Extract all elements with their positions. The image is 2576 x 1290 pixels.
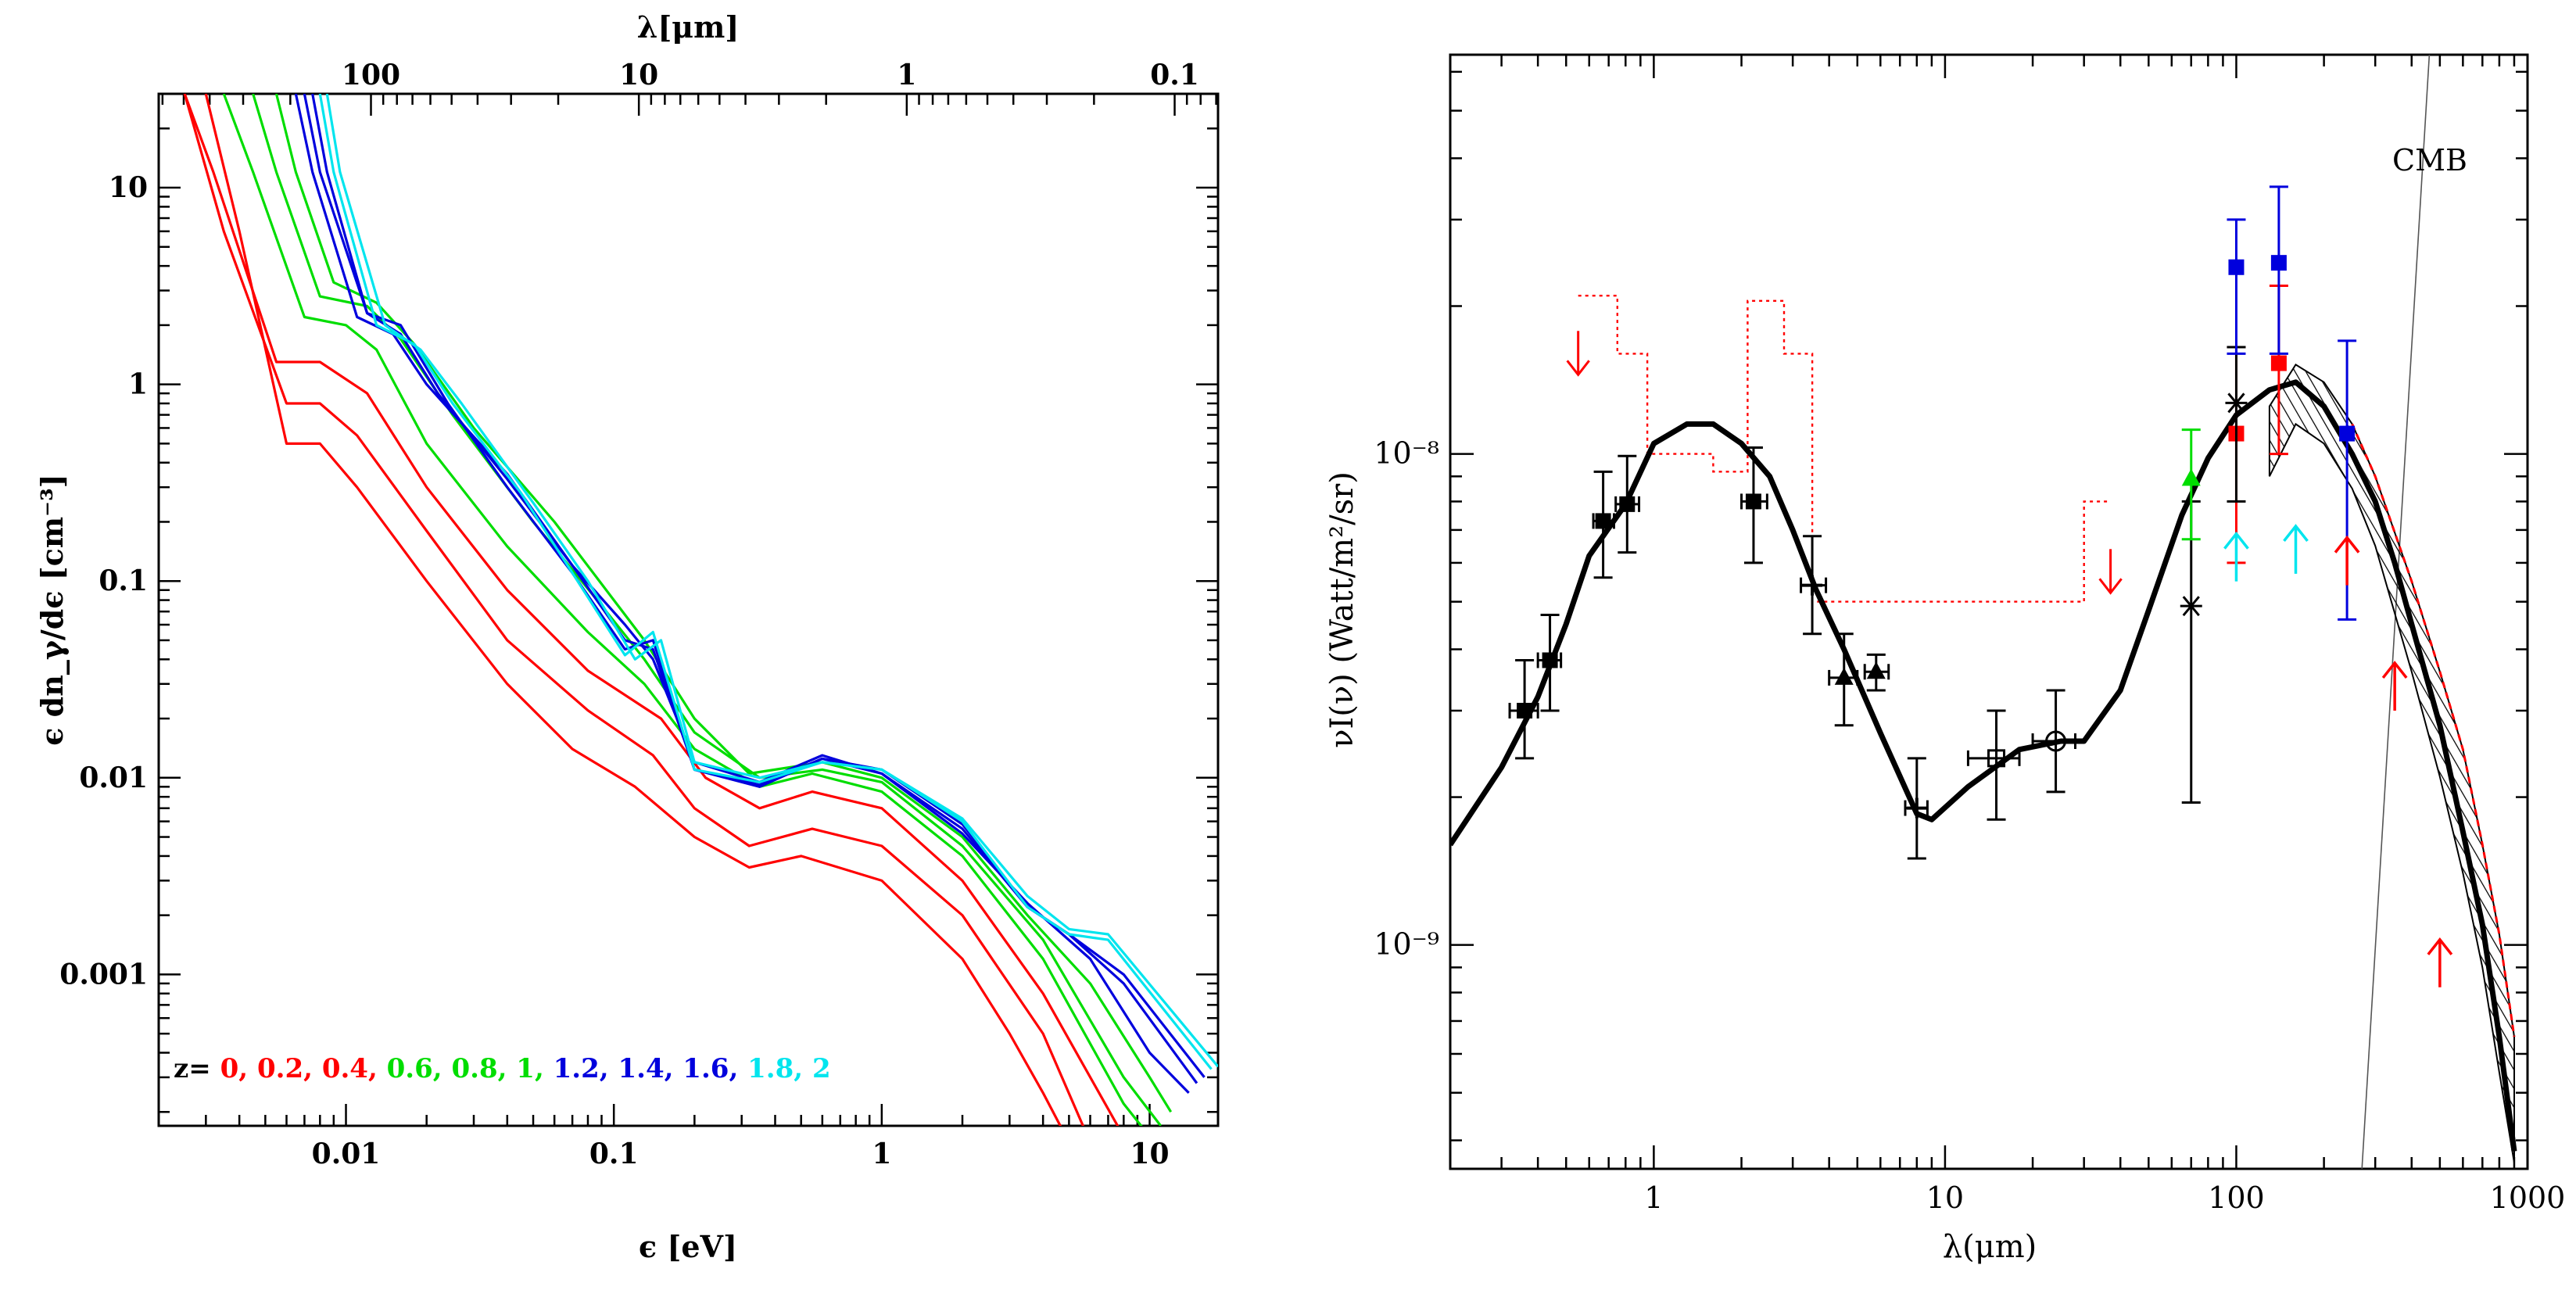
y-tick-label: 0.001: [59, 958, 148, 991]
y-tick-label: 0.1: [99, 564, 148, 597]
cmb-label: CMB: [2392, 143, 2467, 177]
marker-square: [2339, 425, 2356, 442]
marker-square: [1595, 513, 1611, 529]
marker-square: [1619, 496, 1636, 512]
z-curve-1.8: [318, 94, 1213, 1070]
marker-square: [2270, 355, 2287, 371]
x-tick-label: 0.01: [312, 1138, 381, 1170]
upper-limit-arrowhead: [1566, 360, 1590, 377]
top-tick-label: 10: [619, 59, 658, 91]
marker-star: [2182, 596, 2200, 617]
marker-square: [2228, 259, 2245, 275]
left-curves: [183, 94, 1218, 1126]
x-tick-label: 0.1: [589, 1138, 639, 1170]
right-panel: 1 10 100 1000 10⁻⁸ 10⁻⁹ λ(μm) νI(ν) (Watt/m²/…: [1324, 53, 2565, 1265]
lower-limit-arrowhead: [2427, 937, 2453, 955]
marker-square: [1542, 652, 1558, 668]
z-curve-0.4: [183, 94, 1120, 1126]
marker-star: [2227, 392, 2245, 414]
lower-limit-arrowhead: [2223, 531, 2249, 550]
band-edge-red: [2351, 423, 2516, 1037]
x-tick-label: 10: [1926, 1181, 1964, 1215]
z-curve-0.6: [222, 94, 1143, 1126]
z-curve-1.2: [294, 94, 1190, 1095]
marker-square: [2270, 255, 2287, 271]
z-legend: z= 0, 0.2, 0.4, 0.6, 0.8, 1, 1.2, 1.4, 1…: [174, 1053, 831, 1084]
marker-square: [1745, 493, 1761, 510]
legend-entry-z-2: 2: [812, 1053, 831, 1084]
lower-limit-arrowhead: [2381, 661, 2408, 679]
top-tick-label: 0.1: [1150, 59, 1199, 91]
top-tick-label: 100: [342, 59, 400, 91]
left-plot-frame: [157, 92, 1220, 1127]
ebl-model-curve: [1450, 379, 2517, 1152]
left-top-axis-label: λ[μm]: [637, 9, 740, 45]
x-tick-label: 1000: [2490, 1181, 2566, 1215]
legend-entry-z-0.6: 0.6,: [387, 1053, 452, 1084]
y-tick-label: 0.01: [79, 761, 148, 794]
legend-entry-z-1.8: 1.8,: [747, 1053, 812, 1084]
marker-triangle: [1834, 667, 1854, 685]
right-y-axis-label: νI(ν) (Watt/m²/sr): [1324, 471, 1360, 748]
y-tick-label: 10⁻⁸: [1374, 436, 1439, 471]
marker-circle-open: [2045, 730, 2067, 752]
x-tick-label: 100: [2208, 1181, 2265, 1215]
x-tick-label: 1: [1644, 1181, 1663, 1215]
legend-prefix: z=: [174, 1053, 220, 1084]
right-plot-content: [1450, 55, 2517, 1169]
lower-limit-arrowhead: [2334, 535, 2360, 554]
left-panel: 0.01 0.1 1 10 100 10 1 0.1 0.001 0.01 0.1 1 10 ϵ [eV…: [34, 9, 1220, 1264]
marker-triangle: [1866, 661, 1886, 679]
left-curve-group: [183, 94, 1218, 1126]
x-tick-label: 10: [1130, 1138, 1169, 1170]
legend-entry-z-1.4: 1.4,: [618, 1053, 683, 1084]
step-upper-limit: [1578, 295, 2111, 603]
top-tick-label: 1: [897, 59, 916, 91]
right-plot-frame: [1449, 53, 2529, 1170]
legend-entry-z-0.8: 0.8,: [451, 1053, 516, 1084]
z-curve-2: [325, 94, 1218, 1068]
x-tick-label: 1: [872, 1138, 891, 1170]
upper-limit-arrowhead: [2098, 578, 2123, 595]
z-curve-0: [204, 94, 1062, 1126]
legend-entry-z-1.2: 1.2,: [554, 1053, 618, 1084]
left-tick-labels: 0.01 0.1 1 10 100 10 1 0.1 0.001 0.01 0.1 1 10: [59, 59, 1199, 1170]
right-tick-marks: [1449, 55, 2529, 1169]
right-tick-labels: 1 10 100 1000 10⁻⁸ 10⁻⁹: [1374, 436, 2565, 1215]
y-tick-label: 10: [109, 171, 148, 204]
z-curve-0.2: [183, 94, 1085, 1126]
z-curve-1: [274, 94, 1173, 1113]
y-tick-label: 10⁻⁹: [1374, 927, 1439, 962]
legend-entry-z-1.6: 1.6,: [683, 1053, 747, 1084]
marker-triangle: [2181, 468, 2201, 486]
marker-square: [1517, 702, 1533, 718]
y-tick-label: 1: [128, 368, 148, 401]
marker-square-open: [1987, 749, 2006, 768]
left-tick-marks: [157, 92, 1218, 1126]
legend-entry-z-1: 1,: [516, 1053, 553, 1084]
left-y-axis-label: ϵ dn_γ/dϵ [cm⁻³]: [34, 474, 70, 745]
z-curve-0.8: [252, 94, 1162, 1126]
legend-entry-z-0: 0,: [220, 1053, 257, 1084]
legend-entry-z-0.4: 0.4,: [322, 1053, 387, 1084]
lower-limit-arrowhead: [2283, 524, 2309, 542]
legend-entry-z-0.2: 0.2,: [257, 1053, 322, 1084]
firas-band: [2268, 364, 2515, 1163]
left-x-axis-label: ϵ [eV]: [639, 1229, 737, 1264]
right-x-axis-label: λ(μm): [1943, 1229, 2037, 1265]
